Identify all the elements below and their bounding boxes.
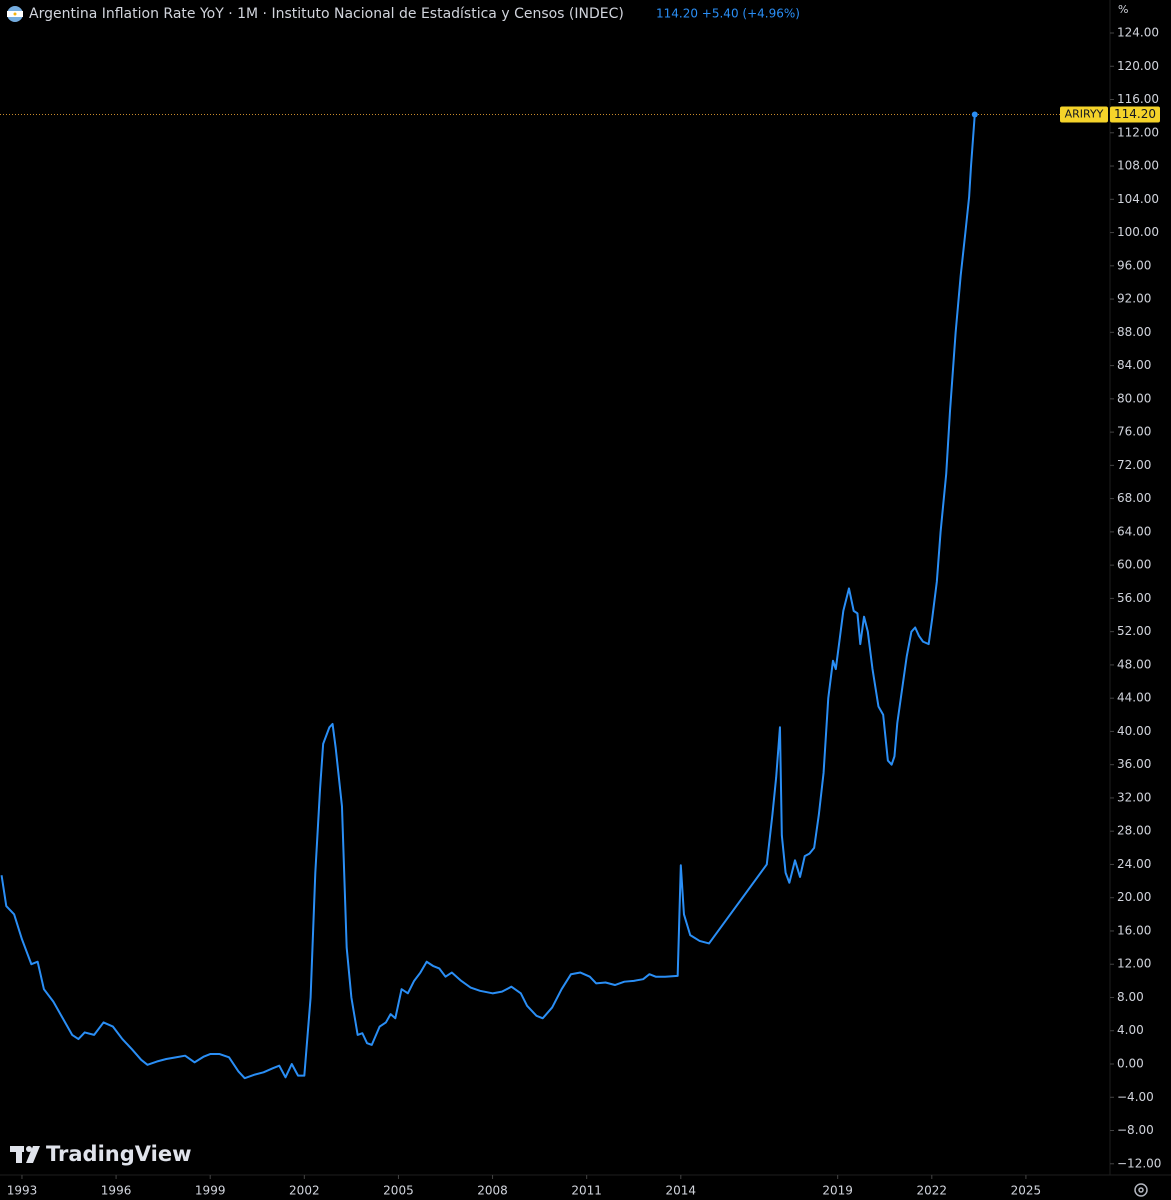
settings-icon[interactable] [1134,1183,1148,1197]
x-tick-label: 1996 [101,1184,132,1198]
x-tick-label: 2011 [571,1184,602,1198]
y-tick-label: 100.00 [1117,225,1159,239]
y-tick-label: 48.00 [1117,657,1151,671]
x-tick-label: 2005 [383,1184,414,1198]
y-tick-label: 116.00 [1117,92,1159,106]
x-tick-label: 2014 [666,1184,697,1198]
y-tick-label: 32.00 [1117,790,1151,804]
y-tick-label: 72.00 [1117,458,1151,472]
y-tick-label: 92.00 [1117,292,1151,306]
y-tick-label: 24.00 [1117,857,1151,871]
y-tick-label: 0.00 [1117,1057,1144,1071]
x-tick-label: 2008 [477,1184,508,1198]
y-tick-label: 84.00 [1117,358,1151,372]
x-tick-label: 2025 [1011,1184,1042,1198]
y-tick-label: 112.00 [1117,125,1159,139]
y-tick-label: 12.00 [1117,957,1151,971]
y-tick-label: −8.00 [1117,1123,1154,1137]
y-tick-label: 96.00 [1117,258,1151,272]
watermark: TradingView [10,1142,191,1166]
flag-icon [7,6,23,22]
y-tick-label: 56.00 [1117,591,1151,605]
y-tick-label: 64.00 [1117,524,1151,538]
y-tick-label: 80.00 [1117,391,1151,405]
series-name: ARIRYY [1065,107,1104,120]
y-tick-label: 4.00 [1117,1023,1144,1037]
y-tick-label: 124.00 [1117,26,1159,40]
x-tick-label: 2019 [822,1184,853,1198]
header-value: 114.20 +5.40 (+4.96%) [656,7,800,21]
x-tick-label: 2002 [289,1184,320,1198]
y-tick-label: −4.00 [1117,1090,1154,1104]
last-point [971,111,978,118]
price-badge [1110,106,1160,123]
y-tick-label: 36.00 [1117,757,1151,771]
x-tick-label: 1999 [195,1184,226,1198]
price-label: 114.20 [1114,107,1156,121]
y-tick-label: 60.00 [1117,558,1151,572]
y-tick-label: 44.00 [1117,691,1151,705]
series-line [0,114,976,1080]
y-tick-label: 20.00 [1117,890,1151,904]
y-tick-label: 52.00 [1117,624,1151,638]
y-tick-label: 16.00 [1117,923,1151,937]
y-tick-label: 120.00 [1117,59,1159,73]
chart-title: Argentina Inflation Rate YoY · 1M · Inst… [29,6,624,22]
x-tick-label: 1993 [7,1184,38,1198]
y-tick-label: 8.00 [1117,990,1144,1004]
y-tick-label: 88.00 [1117,325,1151,339]
watermark-text: TradingView [46,1142,191,1166]
y-tick-label: 104.00 [1117,192,1159,206]
y-tick-label: −12.00 [1117,1156,1161,1170]
y-tick-label: 28.00 [1117,824,1151,838]
y-tick-label: 76.00 [1117,425,1151,439]
y-tick-label: 40.00 [1117,724,1151,738]
y-tick-label: 108.00 [1117,159,1159,173]
series-badge [1060,106,1108,123]
y-tick-label: 68.00 [1117,491,1151,505]
x-tick-label: 2022 [917,1184,948,1198]
y-unit: % [1118,3,1128,16]
